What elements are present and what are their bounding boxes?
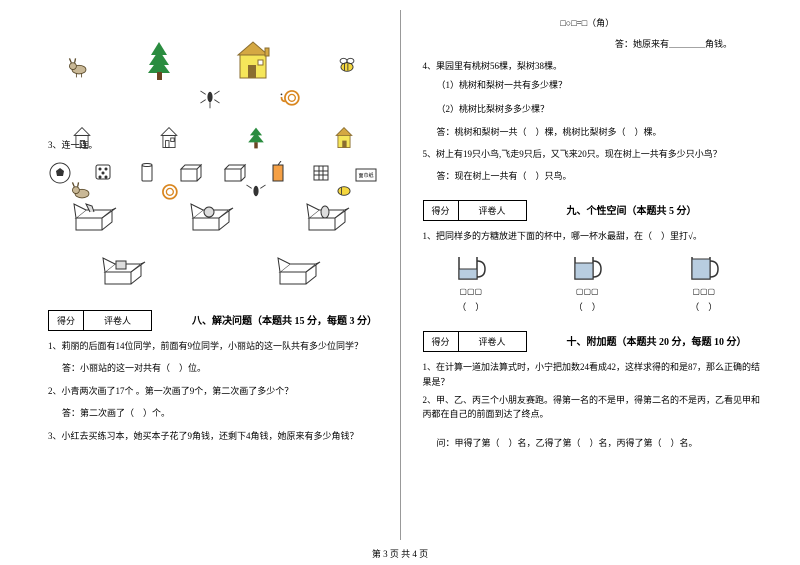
section9-title: 九、个性空间（本题共 5 分） (567, 202, 697, 217)
grader-label: 评卷人 (84, 311, 151, 330)
cup1-icon (453, 253, 489, 283)
snail-icon (278, 84, 304, 110)
a8-5: 答：现在树上一共有（ ）只鸟。 (437, 169, 763, 183)
paren3: （ ） (686, 300, 722, 313)
cups-row: ▢▢▢ （ ） ▢▢▢ （ ） ▢▢▢ （ ） (413, 253, 763, 313)
score-label: 得分 (49, 311, 84, 330)
tree-small-icon (243, 125, 269, 151)
q8-4: 4、果园里有桃树56棵，梨树38棵。 (423, 59, 763, 73)
cup2-icon (569, 253, 605, 283)
house-yellow-icon (331, 125, 357, 151)
cubes1: ▢▢▢ (453, 287, 489, 296)
a8-1: 答：小丽站的这一对共有（ ）位。 (62, 361, 388, 375)
q8-5: 5、树上有19只小鸟,飞走9只后，又飞来20只。现在树上一共有多少只小鸟？ (423, 147, 763, 161)
q8-2: 2、小青两次画了17个 。第一次画了9个，第二次画了多少个？ (48, 384, 388, 398)
paren2: （ ） (569, 300, 605, 313)
left-column: 3、连一连。 面巾纸 得分 评卷人 八、解决问题（本题共 15 分，每题 3 分… (30, 10, 396, 540)
bee2-icon (331, 178, 357, 204)
house-small2-icon (156, 125, 182, 151)
section8-title: 八、解决问题（本题共 15 分，每题 3 分） (192, 312, 377, 327)
q8-4-2: （2）桃树比梨树多多少棵？ (437, 102, 763, 116)
score-box-9: 得分 评卷人 (423, 200, 527, 221)
tree-icon (147, 40, 172, 80)
mosquito-icon (197, 84, 223, 110)
a8-2: 答：第二次画了（ ）个。 (62, 406, 388, 420)
equation-line: □○□=□（角） (413, 16, 763, 29)
snail2-icon (156, 178, 182, 204)
q8-3: 3、小红去买练习本，她买本子花了9角钱，还剩下4角钱，她原来有多少角钱？ (48, 429, 388, 443)
donkey-icon (66, 54, 92, 80)
section10-title: 十、附加题（本题共 20 分，每题 10 分） (567, 333, 747, 348)
q8-1: 1、莉丽的后面有14位同学，前面有9位同学，小丽站的这一队共有多少位同学？ (48, 339, 388, 353)
score-label: 得分 (424, 332, 459, 351)
q10-1: 1、在计算一道加法算式时，小宁把加数24看成42，这样求得的和是87，那么正确的… (423, 360, 763, 389)
open-box4-icon (101, 252, 149, 294)
q10-2: 2、甲、乙、丙三个小朋友赛跑。得第一名的不是甲，得第二名的不是丙，乙看见甲和丙都… (423, 393, 763, 422)
house-big-icon (228, 40, 278, 80)
q8-4-1: （1）桃树和梨树一共有多少棵？ (437, 78, 763, 92)
house-small-icon (69, 125, 95, 151)
score-box-8: 得分 评卷人 (48, 310, 152, 331)
open-boxes-row2 (38, 248, 388, 298)
right-column: □○□=□（角） 答：她原来有＿＿＿＿角钱。 4、果园里有桃树56棵，梨树38棵… (405, 10, 771, 540)
cup3-icon (686, 253, 722, 283)
a8-4: 答：桃树和梨树一共（ ）棵，桃树比梨树多（ ）棵。 (437, 125, 763, 139)
open-box5-icon (276, 252, 324, 294)
paren1: （ ） (453, 300, 489, 313)
cubes3: ▢▢▢ (686, 287, 722, 296)
score-label: 得分 (424, 201, 459, 220)
q9-1: 1、把同样多的方糖放进下面的杯中，哪一杯水最甜，在（ ）里打√。 (423, 229, 763, 243)
page-footer: 第 3 页 共 4 页 (0, 547, 800, 560)
donkey2-icon (69, 178, 95, 204)
bee-icon (334, 54, 360, 80)
mosquito2-icon (243, 178, 269, 204)
score-box-10: 得分 评卷人 (423, 331, 527, 352)
a10-2: 问：甲得了第（ ）名，乙得了第（ ）名，丙得了第（ ）名。 (437, 436, 763, 450)
grader-label: 评卷人 (459, 332, 526, 351)
a8-3: 答：她原来有＿＿＿＿角钱。 (437, 37, 733, 51)
scene-image-area (38, 10, 388, 130)
column-divider (400, 10, 401, 540)
cubes2: ▢▢▢ (569, 287, 605, 296)
grader-label: 评卷人 (459, 201, 526, 220)
